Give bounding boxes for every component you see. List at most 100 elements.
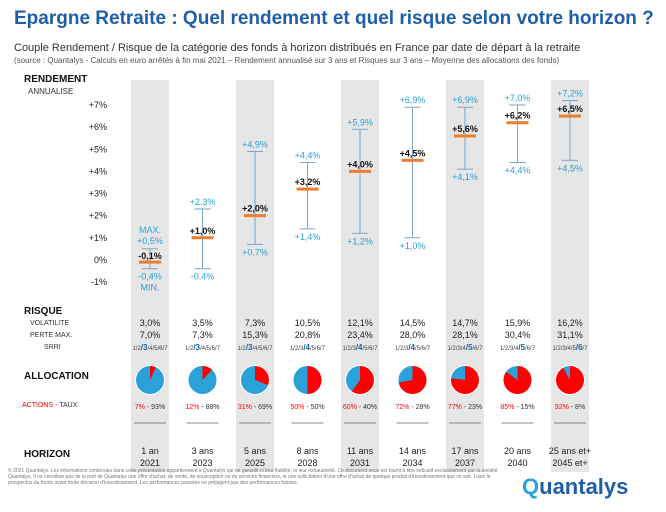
perte-max-value: 28,1%: [452, 330, 478, 340]
min-value-label: -0,4%: [191, 272, 215, 282]
y-tick-label: +6%: [89, 122, 107, 132]
srri-level: /2: [293, 346, 299, 352]
y-tick-label: +5%: [89, 144, 107, 154]
min-word-label: MIN.: [141, 283, 160, 293]
mean-marker-2: [244, 214, 266, 218]
max-value-label: +2,3%: [190, 197, 216, 207]
annualise-label: ANNUALISE: [28, 87, 74, 96]
actions-share: 60%: [343, 404, 357, 411]
srri-level: /4: [408, 343, 415, 352]
srri-level: 1: [500, 346, 504, 352]
taux-share: - 15%: [514, 404, 534, 411]
srri-level: /5: [310, 346, 316, 352]
mean-value-label: +3,2%: [295, 177, 321, 187]
logo-text: uantalys: [539, 474, 629, 499]
perte-max-value: 31,1%: [557, 330, 583, 340]
srri-level: /2: [188, 346, 194, 352]
mean-value-label: +1,0%: [190, 226, 216, 236]
horizon-year: 2045 et+: [552, 458, 587, 468]
taux-share: - 40%: [357, 404, 377, 411]
disclaimer: © 2021 Quantalys. Les informations conte…: [8, 468, 498, 486]
y-tick-label: 0%: [94, 255, 107, 265]
taux-share: - 88%: [199, 404, 219, 411]
horizon-year: 2025: [245, 458, 265, 468]
srri-scale: 1/2/3/4/5/6/7: [237, 343, 273, 352]
min-value-label: +4,1%: [452, 172, 478, 182]
horizon-value: 3 ans: [191, 446, 214, 456]
horizon-value: 5 ans: [244, 446, 267, 456]
pie-outline-2: [240, 365, 270, 395]
horizon-value: 11 ans: [347, 446, 374, 456]
srri-level: /3: [246, 343, 253, 352]
srri-level: /4: [252, 346, 258, 352]
srri-level: /5: [466, 343, 473, 352]
mean-marker-4: [349, 169, 371, 173]
srri-level: /3: [351, 346, 357, 352]
y-tick-label: +3%: [89, 189, 107, 199]
y-tick-label: +1%: [89, 233, 107, 243]
taux-share: - 69%: [252, 404, 272, 411]
srri-level: /4: [147, 346, 153, 352]
srri-scale: 1/2/3/4/5/6/7: [132, 343, 168, 352]
taux-legend: - TAUX: [53, 402, 78, 409]
srri-level: /7: [373, 346, 379, 352]
mean-marker-0: [139, 260, 161, 264]
horizon-year: 2023: [192, 458, 212, 468]
srri-level: 1: [132, 346, 136, 352]
srri-level: /4: [513, 346, 519, 352]
srri-level: /6: [368, 346, 374, 352]
horizon-year: 2037: [455, 458, 475, 468]
max-value-label: +6,9%: [400, 95, 426, 105]
max-value-label: +4,4%: [295, 151, 321, 161]
taux-share: - 28%: [409, 404, 429, 411]
mean-value-label: +4,0%: [347, 159, 373, 169]
allocation-value: 31% - 69%: [238, 404, 272, 411]
srri-level: 1: [552, 346, 556, 352]
srri-level: /2: [136, 346, 142, 352]
mean-marker-8: [559, 114, 581, 118]
volatilite-value: 7,3%: [245, 318, 266, 328]
y-tick-label: +4%: [89, 166, 107, 176]
allocation-value: 72% - 28%: [395, 404, 429, 411]
min-value-label: -0,4%: [138, 272, 162, 282]
pie-actions-4: [351, 365, 375, 395]
srri-level: /7: [530, 346, 536, 352]
srri-level: 1: [395, 346, 399, 352]
volatilite-value: 16,2%: [557, 318, 583, 328]
volatilite-value: 15,9%: [505, 318, 531, 328]
page-title: Epargne Retraite : Quel rendement et que…: [14, 8, 654, 29]
chart-subtitle: Couple Rendement / Risque de la catégori…: [14, 42, 581, 54]
perte-max-value: 23,4%: [347, 330, 373, 340]
taux-share: - 50%: [304, 404, 324, 411]
srri-scale: 1/2/3/4/5/6/7: [185, 343, 221, 352]
horizon-value: 17 ans: [451, 446, 479, 456]
srri-level: 1: [342, 346, 346, 352]
srri-level: /4: [566, 346, 572, 352]
srri-level: /2: [556, 346, 562, 352]
max-value-label: +6,9%: [452, 95, 478, 105]
srri-level: /4: [200, 346, 206, 352]
max-value-label: +0,5%: [137, 236, 163, 246]
srri-level: /4: [356, 343, 363, 352]
srri-level: /6: [263, 346, 269, 352]
horizon-value: 1 an: [141, 446, 159, 456]
srri-level: /4: [461, 346, 467, 352]
srri-level: /6: [525, 346, 531, 352]
srri-level: /3: [508, 346, 514, 352]
perte-max-value: 15,3%: [242, 330, 268, 340]
srri-level: 1: [237, 346, 241, 352]
horizon-value: 8 ans: [296, 446, 319, 456]
volatilite-value: 10,5%: [295, 318, 321, 328]
mean-value-label: -0,1%: [138, 251, 162, 261]
perte-max-value: 28,0%: [400, 330, 426, 340]
pie-outline-1: [187, 365, 218, 395]
srri-level: /7: [478, 346, 484, 352]
volatilite-value: 3,0%: [140, 318, 161, 328]
min-value-label: +1,2%: [347, 236, 373, 246]
srri-level: /3: [141, 343, 148, 352]
actions-share: 92%: [555, 404, 569, 411]
srri-level: /5: [258, 346, 264, 352]
horizon-value: 25 ans et+: [549, 446, 591, 456]
srri-level: 1: [185, 346, 189, 352]
